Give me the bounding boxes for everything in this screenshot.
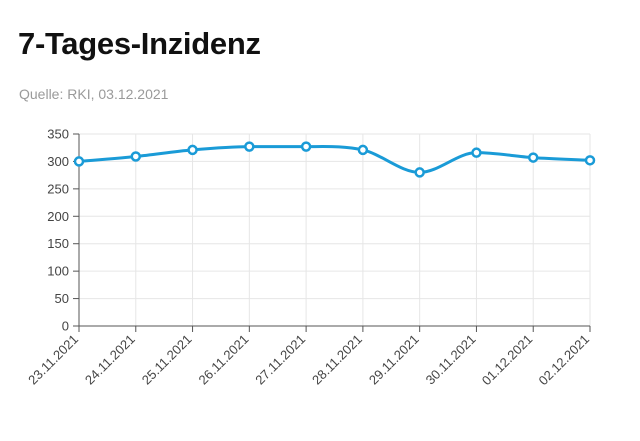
y-tick-label: 150	[47, 236, 69, 251]
data-point	[357, 144, 369, 156]
data-point	[73, 156, 85, 167]
data-point	[187, 144, 198, 156]
y-tick-label: 0	[62, 319, 69, 334]
tick-labels: 0 50 100 150 200 250 300 350 23.11.2021 24.11.202…	[25, 127, 592, 389]
x-tick-label: 28.11.2021	[309, 332, 365, 388]
x-tick-label: 30.11.2021	[423, 332, 479, 388]
x-tick-label: 25.11.2021	[139, 332, 195, 388]
grid-lines	[78, 133, 591, 326]
data-point	[471, 147, 482, 158]
data-point	[527, 152, 539, 163]
data-point	[300, 141, 312, 152]
x-tick-label: 26.11.2021	[196, 332, 252, 388]
series-line	[78, 145, 591, 174]
y-tick-label: 100	[47, 264, 69, 279]
y-tick-label: 350	[47, 127, 69, 142]
data-point	[130, 151, 142, 162]
data-point	[414, 167, 425, 178]
x-tick-label: 27.11.2021	[252, 332, 308, 388]
data-point	[584, 155, 596, 166]
chart-title: 7-Tages-Inzidenz	[18, 26, 261, 61]
source-note: Quelle: RKI, 03.12.2021	[19, 86, 169, 102]
y-tick-label: 300	[47, 154, 69, 169]
data-point	[244, 141, 255, 152]
x-tick-label: 24.11.2021	[82, 332, 138, 388]
axes	[73, 133, 591, 332]
y-tick-label: 250	[47, 181, 69, 196]
series-layer	[73, 141, 596, 178]
y-tick-label: 200	[47, 209, 69, 224]
x-tick-label: 29.11.2021	[366, 332, 422, 388]
x-tick-label: 23.11.2021	[25, 332, 81, 388]
y-tick-label: 50	[55, 291, 69, 306]
x-tick-label: 02.12.2021	[535, 332, 592, 389]
x-tick-label: 01.12.2021	[479, 332, 536, 389]
